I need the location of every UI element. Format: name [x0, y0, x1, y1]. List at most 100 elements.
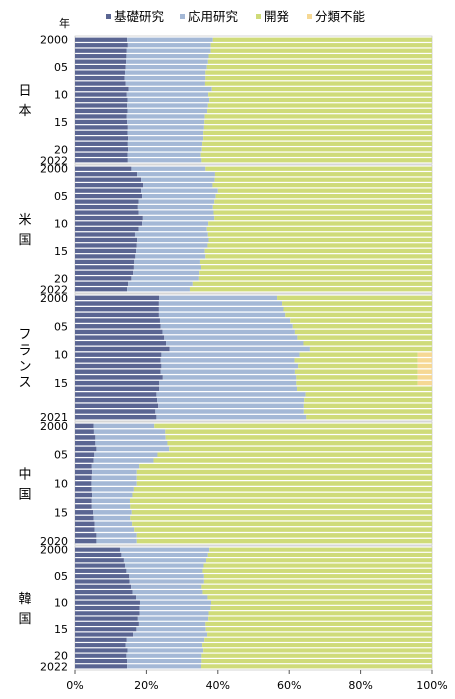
x-tick-label: 80% [348, 679, 372, 692]
bar-basic-2003 [75, 312, 159, 318]
bar-dev-2011 [133, 487, 432, 492]
bar-basic-2021 [75, 658, 128, 664]
bar-dev-2020 [201, 653, 432, 658]
bar-applied-2020 [131, 276, 199, 281]
bar-applied-2019 [158, 403, 304, 409]
year-tick-label: 20 [54, 272, 68, 285]
bar-applied-2014 [138, 621, 206, 626]
bar-applied-2002 [158, 306, 284, 312]
bar-dev-2013 [207, 108, 432, 114]
bar-applied-2007 [164, 335, 298, 340]
bar-basic-2003 [75, 183, 144, 188]
bar-basic-2004 [75, 568, 127, 573]
bar-basic-2002 [75, 435, 96, 440]
legend-label-applied: 応用研究 [188, 9, 239, 24]
bar-dev-2014 [296, 375, 418, 380]
bar-applied-2015 [136, 627, 206, 632]
bar-basic-2019 [75, 648, 128, 653]
bar-applied-2011 [127, 97, 210, 103]
bar-basic-2021 [75, 414, 157, 420]
bar-applied-2018 [157, 397, 305, 403]
bar-dev-2012 [207, 232, 432, 237]
bar-dev-2021 [201, 658, 432, 664]
bar-dev-2010 [299, 352, 418, 357]
bar-dev-2013 [294, 369, 418, 374]
bar-applied-2021 [128, 281, 193, 286]
bar-dev-2003 [208, 54, 432, 59]
panel-3: 2000 05 10 15 2020 中国 [18, 420, 433, 548]
bar-dev-2010 [208, 92, 432, 97]
year-tick-label: 2022 [40, 660, 68, 673]
bar-basic-2020 [75, 409, 156, 414]
bar-applied-2001 [93, 429, 166, 434]
bar-dev-2014 [204, 114, 432, 119]
bar-basic-2022 [75, 287, 128, 292]
bar-basic-2006 [75, 199, 139, 204]
bar-basic-2005 [75, 324, 161, 329]
bar-basic-2017 [75, 392, 157, 397]
bar-basic-2008 [75, 341, 167, 346]
bar-applied-2004 [159, 318, 291, 323]
bar-dev-2008 [213, 210, 432, 215]
year-tick-label: 2022 [40, 154, 68, 167]
bar-applied-2017 [134, 259, 200, 265]
bar-basic-2017 [75, 259, 135, 265]
bar-applied-2010 [126, 92, 209, 97]
year-tick-label: 05 [54, 320, 68, 333]
bar-dev-2006 [153, 458, 433, 463]
bar-basic-2005 [75, 193, 143, 199]
bar-basic-2000 [75, 295, 160, 301]
bar-basic-2007 [75, 584, 132, 589]
year-tick-label: 15 [54, 116, 68, 129]
bar-applied-2003 [126, 54, 209, 59]
bar-applied-2014 [91, 504, 131, 509]
x-tick-label: 100% [416, 679, 447, 692]
year-tick-label: 10 [54, 478, 68, 491]
bar-dev-2011 [294, 358, 418, 363]
bar-basic-2014 [75, 375, 163, 380]
year-tick-label: 10 [54, 89, 68, 102]
bar-dev-2002 [283, 306, 432, 312]
bar-dev-2001 [210, 43, 432, 48]
bar-applied-2015 [159, 380, 297, 386]
bar-applied-2013 [137, 237, 209, 243]
bar-dev-2007 [297, 335, 432, 340]
year-tick-label: 05 [54, 190, 68, 203]
bar-basic-2006 [75, 70, 125, 75]
year-tick-label: 05 [54, 61, 68, 74]
bar-basic-2016 [75, 254, 136, 259]
panel-2: 2000 05 10 15 2021 フランス [18, 292, 433, 424]
year-tick-label: 10 [54, 597, 68, 610]
bar-unclass-2013 [417, 369, 432, 374]
x-axis: 0% 20% 40% 60% 80% 100% [66, 670, 448, 692]
bar-basic-2016 [75, 125, 128, 130]
bar-dev-2003 [203, 563, 432, 568]
bar-dev-2016 [205, 254, 432, 259]
bar-unclass-2014 [417, 375, 432, 380]
bar-basic-2018 [75, 527, 95, 532]
bar-basic-2019 [75, 141, 128, 146]
bar-applied-2013 [127, 108, 208, 114]
bar-basic-2009 [75, 346, 170, 352]
bar-dev-2012 [298, 363, 418, 369]
bar-applied-2005 [160, 324, 293, 329]
bar-dev-2009 [309, 346, 432, 352]
bar-dev-2011 [210, 605, 432, 611]
bar-basic-2015 [75, 380, 160, 386]
bar-basic-2003 [75, 440, 96, 446]
bar-applied-2009 [142, 215, 215, 221]
bar-dev-2002 [210, 48, 432, 53]
bar-applied-2012 [134, 232, 208, 237]
bar-applied-2010 [161, 352, 300, 357]
bar-basic-2015 [75, 510, 94, 515]
bar-basic-2000 [75, 547, 120, 552]
panel-frame [74, 293, 433, 422]
country-label: 米国 [18, 213, 31, 248]
bar-applied-2008 [166, 341, 304, 346]
bar-dev-2013 [129, 498, 432, 504]
bar-applied-2008 [132, 590, 203, 595]
bar-dev-2021 [200, 152, 432, 157]
bar-applied-2020 [128, 147, 202, 152]
bar-basic-2014 [75, 504, 92, 509]
bar-applied-2000 [119, 547, 210, 552]
